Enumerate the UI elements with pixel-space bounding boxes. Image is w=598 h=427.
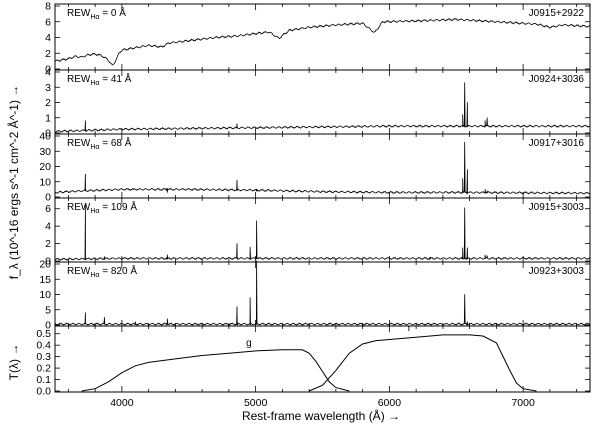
panel-J0915+3003: 0 2 4 6 REWHα = 109 Å J0915+3003 bbox=[45, 197, 591, 268]
rew-annotation: REWHα = 0 Å bbox=[67, 6, 126, 21]
object-id: J0923+3003 bbox=[529, 266, 585, 277]
y-tick-label: 0 bbox=[45, 256, 51, 268]
filter-label-g: g bbox=[246, 338, 252, 349]
y-tick-label: 10 bbox=[39, 176, 51, 188]
y-tick-label: 3 bbox=[45, 82, 51, 94]
y-tick-label: 40 bbox=[39, 131, 51, 143]
y-tick-label: 15 bbox=[39, 274, 51, 286]
panel-frame bbox=[54, 325, 591, 393]
y-tick-label: 20 bbox=[39, 259, 51, 271]
y-tick-label: 10 bbox=[39, 289, 51, 301]
y-tick-label: 2 bbox=[45, 238, 51, 250]
panel-frame bbox=[54, 3, 591, 71]
rew-annotation: REWHα = 41 Å bbox=[67, 72, 132, 87]
y-tick-label: 0 bbox=[45, 64, 51, 76]
y-tick-label: 0 bbox=[45, 128, 51, 140]
object-id: J0915+2922 bbox=[529, 8, 585, 19]
rew-annotation: REWHα = 109 Å bbox=[67, 200, 137, 215]
panel-J0917+3016: 0 10 20 30 40 REWHα = 68 Å J0917+3016 bbox=[39, 131, 591, 204]
y-tick-label: 0.3 bbox=[36, 351, 51, 363]
y-tick-label: 4 bbox=[45, 32, 51, 44]
panel-frame bbox=[54, 69, 591, 135]
y-tick-label: 0.1 bbox=[36, 374, 51, 386]
y-tick-label: 4 bbox=[45, 67, 51, 79]
y-tick-label: 6 bbox=[45, 203, 51, 215]
y-tick-label: 5 bbox=[45, 304, 51, 316]
object-id: J0924+3036 bbox=[529, 74, 585, 85]
panel-J0923+3003: 0 5 10 15 20 REWHα = 820 Å J0923+3003 bbox=[39, 259, 591, 332]
panel-J0924+3036: 0 1 2 3 4 REWHα = 41 Å J0924+3036 bbox=[45, 67, 591, 140]
x-tick-label: 7000 bbox=[511, 397, 535, 409]
filter-label-r: r bbox=[408, 323, 412, 334]
flux-y-axis-label: f_λ (10^-16 ergs s^-1 cm^-2 Å^-1) → bbox=[6, 85, 21, 280]
spectrum-line bbox=[54, 82, 590, 133]
y-tick-label: 2 bbox=[45, 48, 51, 60]
y-tick-label: 0.2 bbox=[36, 363, 51, 375]
spectrum-line bbox=[54, 260, 590, 326]
panel-transmission: 0.00.10.20.30.40.5 g r 4000 5000 6000 7000 bbox=[36, 323, 591, 409]
y-tick-label: 4 bbox=[45, 221, 51, 233]
filter-curve-r bbox=[308, 334, 537, 392]
filter-curve-g bbox=[81, 349, 350, 392]
spectrum-line bbox=[54, 141, 590, 195]
spectrum-line bbox=[54, 17, 590, 66]
y-tick-label: 0.4 bbox=[36, 340, 51, 352]
y-tick-label: 30 bbox=[39, 146, 51, 158]
transmission-y-axis-label: T(λ) → bbox=[7, 344, 21, 381]
x-tick-label: 5000 bbox=[244, 397, 268, 409]
rew-annotation: REWHα = 820 Å bbox=[67, 264, 137, 279]
spectrum-line bbox=[54, 204, 590, 261]
panel-J0915+2922: 0 2 4 6 8 REWHα = 0 Å J0915+2922 bbox=[45, 1, 591, 76]
object-id: J0917+3016 bbox=[529, 138, 585, 149]
object-id: J0915+3003 bbox=[529, 202, 585, 213]
panel-stack: 0 2 4 6 8 REWHα = 0 Å J0915+2922 0 1 2 3 4 REWHα = 4… bbox=[36, 1, 591, 409]
y-tick-label: 0.5 bbox=[36, 328, 51, 340]
y-tick-label: 20 bbox=[39, 161, 51, 173]
y-tick-label: 8 bbox=[45, 1, 51, 13]
y-tick-label: 2 bbox=[45, 97, 51, 109]
x-axis-label: Rest-frame wavelength (Å) → bbox=[242, 408, 400, 423]
panel-frame bbox=[54, 133, 591, 199]
y-tick-label: 1 bbox=[45, 112, 51, 124]
y-tick-label: 0.0 bbox=[36, 386, 51, 398]
x-tick-label: 4000 bbox=[110, 397, 134, 409]
rew-annotation: REWHα = 68 Å bbox=[67, 136, 132, 151]
y-tick-label: 0 bbox=[45, 192, 51, 204]
y-tick-label: 6 bbox=[45, 16, 51, 28]
x-tick-label: 6000 bbox=[378, 397, 402, 409]
y-tick-label: 0 bbox=[45, 320, 51, 332]
